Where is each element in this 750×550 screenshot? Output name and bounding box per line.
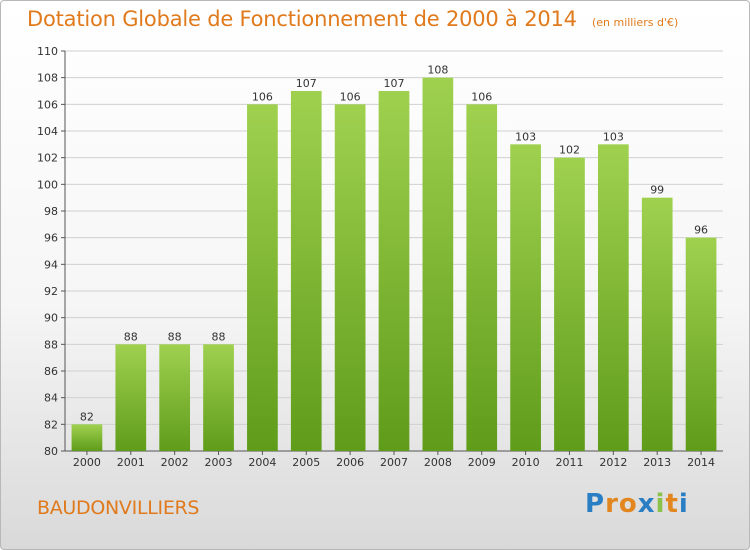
y-tick-label: 98 (44, 205, 58, 218)
logo-letter: i (678, 489, 689, 519)
value-label-2011: 102 (559, 144, 580, 157)
chart-title-row: Dotation Globale de Fonctionnement de 20… (27, 7, 678, 31)
x-tick-label: 2008 (424, 456, 452, 469)
y-tick-label: 86 (44, 365, 58, 378)
y-tick-label: 100 (37, 178, 58, 191)
value-label-2001: 88 (124, 330, 138, 343)
value-label-2005: 107 (296, 77, 317, 90)
y-tick-label: 82 (44, 418, 58, 431)
value-label-2012: 103 (603, 130, 624, 143)
x-tick-label: 2011 (555, 456, 583, 469)
x-tick-label: 2012 (599, 456, 627, 469)
bar-2014 (685, 237, 717, 451)
bar-2009 (466, 104, 498, 451)
bar-2004 (247, 104, 278, 451)
y-tick-label: 90 (44, 312, 58, 325)
bar-2007 (378, 91, 410, 451)
value-label-2009: 106 (471, 90, 492, 103)
x-tick-label: 2007 (380, 456, 408, 469)
value-label-2000: 82 (80, 410, 94, 423)
bar-2006 (334, 104, 366, 451)
value-label-2013: 99 (650, 184, 664, 197)
bar-2002 (159, 344, 191, 451)
y-tick-label: 96 (44, 232, 58, 245)
logo-letter: o (618, 489, 638, 519)
bar-2011 (554, 157, 585, 451)
x-tick-label: 2006 (336, 456, 364, 469)
x-tick-label: 2009 (468, 456, 496, 469)
y-tick-label: 104 (37, 125, 58, 138)
bar-2012 (597, 144, 629, 452)
logo-letter: x (637, 489, 656, 519)
bar-2001 (115, 344, 147, 451)
value-label-2010: 103 (515, 130, 536, 143)
proxiti-logo: Proxiti (585, 489, 689, 519)
value-label-2002: 88 (168, 330, 182, 343)
value-label-2004: 106 (252, 90, 273, 103)
bars (71, 77, 717, 452)
value-label-2006: 106 (340, 90, 361, 103)
x-tick-label: 2003 (205, 456, 233, 469)
x-tick-label: 2000 (73, 456, 101, 469)
value-label-2003: 88 (212, 330, 226, 343)
x-tick-label: 2004 (248, 456, 276, 469)
logo-letter: t (665, 489, 679, 519)
logo-letter: r (605, 489, 619, 519)
x-tick-label: 2010 (512, 456, 540, 469)
bar-2008 (422, 77, 454, 452)
bar-2010 (510, 144, 541, 452)
y-tick-label: 88 (44, 338, 58, 351)
commune-name: BAUDONVILLIERS (37, 497, 200, 519)
bar-2013 (641, 197, 673, 451)
logo-letter: P (585, 489, 606, 519)
bar-2000 (71, 424, 103, 451)
y-tick-label: 92 (44, 285, 58, 298)
x-tick-label: 2014 (687, 456, 715, 469)
y-tick-label: 102 (37, 152, 58, 165)
y-tick-label: 106 (37, 98, 58, 111)
logo-letter: i (655, 489, 666, 519)
y-tick-label: 80 (44, 445, 58, 458)
bar-2005 (290, 91, 322, 451)
chart-title: Dotation Globale de Fonctionnement de 20… (27, 7, 577, 31)
x-tick-label: 2002 (161, 456, 189, 469)
data-labels: 82 88 88 88 106 107 106 107 108 106 103 102 103 99 96 (80, 64, 708, 424)
value-label-2007: 107 (384, 77, 405, 90)
unit-note: (en milliers d'€) (591, 16, 679, 29)
y-tick-label: 94 (44, 258, 58, 271)
y-tick-label: 84 (44, 392, 58, 405)
y-tick-label: 110 (37, 45, 58, 58)
x-tick-label: 2001 (117, 456, 145, 469)
x-tick-label: 2005 (292, 456, 320, 469)
value-label-2014: 96 (694, 224, 708, 237)
x-tick-label: 2013 (643, 456, 671, 469)
bar-2003 (203, 344, 234, 451)
y-tick-label: 108 (37, 72, 58, 85)
value-label-2008: 108 (427, 64, 448, 77)
